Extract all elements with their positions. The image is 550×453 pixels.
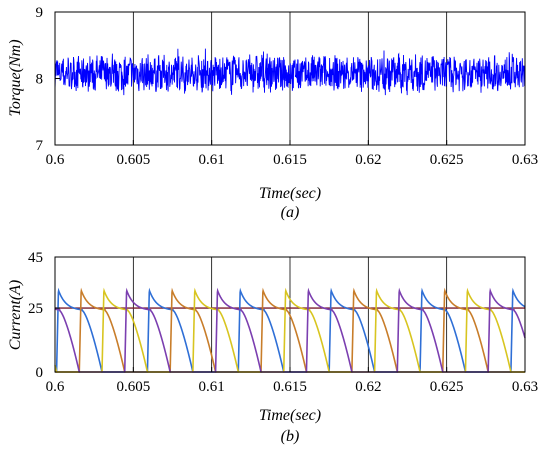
- current-x-tick-label: 0.63: [512, 379, 538, 395]
- current-y-tick-label: 0: [36, 365, 44, 381]
- torque-x-tick-label: 0.625: [430, 152, 464, 168]
- current-caption: (b): [281, 428, 300, 445]
- current-x-tick-label: 0.61: [199, 379, 225, 395]
- torque-x-tick-label: 0.63: [512, 152, 538, 168]
- torque-x-tick-label: 0.605: [116, 152, 150, 168]
- current-x-ticks: 0.6 0.605 0.61 0.615 0.62 0.625 0.63: [46, 367, 538, 395]
- current-y-ticks: 0 25 45: [28, 250, 60, 381]
- current-x-tick-label: 0.615: [273, 379, 307, 395]
- torque-y-axis-label: Torque(Nm): [7, 39, 24, 116]
- current-y-axis-label: Current(A): [7, 280, 24, 351]
- current-grid: [132, 257, 448, 372]
- current-x-tick-label: 0.62: [355, 379, 381, 395]
- torque-y-tick-label: 9: [36, 5, 44, 21]
- torque-y-tick-label: 8: [36, 72, 44, 88]
- torque-x-tick-label: 0.62: [355, 152, 381, 168]
- current-x-tick-label: 0.6: [46, 379, 65, 395]
- torque-x-tick-label: 0.615: [273, 152, 307, 168]
- torque-x-axis-label: Time(sec): [259, 185, 321, 202]
- current-x-axis-label: Time(sec): [259, 407, 321, 424]
- torque-y-ticks: 7 8 9: [36, 5, 60, 154]
- torque-caption: (a): [281, 204, 300, 221]
- torque-series: [54, 48, 526, 96]
- current-chart: 0.6 0.605 0.61 0.615 0.62 0.625 0.63 0 25 45 Tim…: [7, 250, 538, 445]
- torque-x-tick-label: 0.6: [46, 152, 65, 168]
- current-y-tick-label: 45: [28, 250, 43, 266]
- current-y-tick-label: 25: [28, 301, 43, 317]
- current-x-tick-label: 0.605: [116, 379, 150, 395]
- torque-x-tick-label: 0.61: [199, 152, 225, 168]
- torque-y-tick-label: 7: [36, 138, 44, 154]
- torque-x-ticks: 0.6 0.605 0.61 0.615 0.62 0.625 0.63: [46, 140, 538, 168]
- torque-line: [54, 48, 526, 96]
- current-x-tick-label: 0.625: [430, 379, 464, 395]
- torque-chart: 0.6 0.605 0.61 0.615 0.62 0.625 0.63 7 8 9 Time(…: [7, 5, 538, 221]
